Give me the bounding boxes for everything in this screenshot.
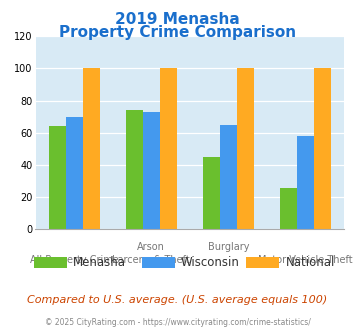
Text: © 2025 CityRating.com - https://www.cityrating.com/crime-statistics/: © 2025 CityRating.com - https://www.city… xyxy=(45,318,310,327)
Text: All Property Crime: All Property Crime xyxy=(30,255,119,265)
Bar xyxy=(314,69,331,229)
Text: Wisconsin: Wisconsin xyxy=(181,256,240,269)
Text: National: National xyxy=(285,256,335,269)
Bar xyxy=(237,69,254,229)
Bar xyxy=(126,110,143,229)
Bar xyxy=(203,157,220,229)
Text: Arson: Arson xyxy=(137,242,165,252)
Text: Burglary: Burglary xyxy=(208,242,249,252)
Bar xyxy=(246,257,279,268)
Text: Larceny & Theft: Larceny & Theft xyxy=(113,255,190,265)
Bar xyxy=(142,257,175,268)
Bar xyxy=(160,69,177,229)
Text: Motor Vehicle Theft: Motor Vehicle Theft xyxy=(258,255,353,265)
Bar xyxy=(220,125,237,229)
Text: Compared to U.S. average. (U.S. average equals 100): Compared to U.S. average. (U.S. average … xyxy=(27,295,328,305)
Text: Menasha: Menasha xyxy=(73,256,126,269)
Text: 2019 Menasha: 2019 Menasha xyxy=(115,12,240,26)
Text: Property Crime Comparison: Property Crime Comparison xyxy=(59,25,296,40)
Bar xyxy=(49,126,66,229)
Bar xyxy=(34,257,67,268)
Bar xyxy=(297,136,314,229)
Bar xyxy=(66,117,83,229)
Bar xyxy=(83,69,100,229)
Bar xyxy=(143,112,160,229)
Bar xyxy=(280,187,297,229)
